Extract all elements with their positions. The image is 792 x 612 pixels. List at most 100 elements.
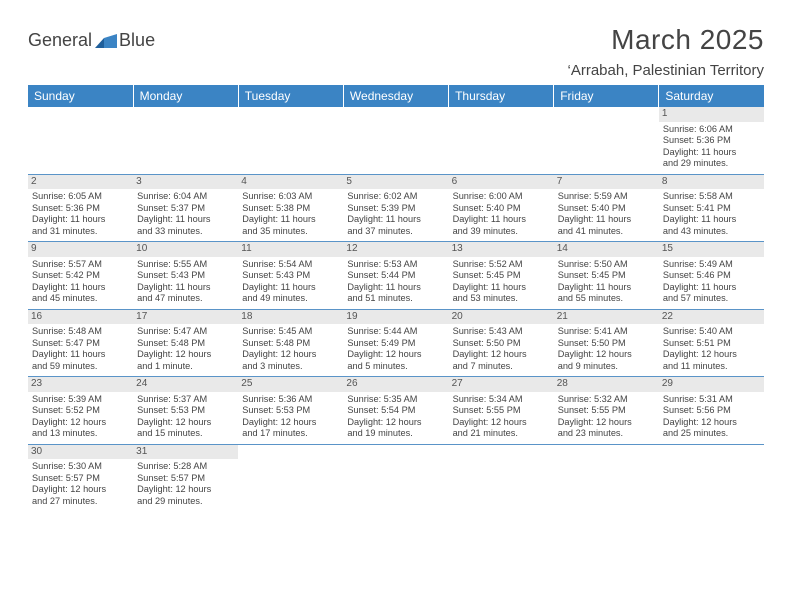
sunrise-text: Sunrise: 5:47 AM (137, 326, 234, 338)
daylight-text: Daylight: 12 hours (242, 349, 339, 361)
calendar-week-row: 2Sunrise: 6:05 AMSunset: 5:36 PMDaylight… (28, 174, 764, 242)
calendar-week-row: 30Sunrise: 5:30 AMSunset: 5:57 PMDayligh… (28, 444, 764, 511)
day-number: 19 (343, 310, 448, 325)
sunrise-text: Sunrise: 5:48 AM (32, 326, 129, 338)
brand-word-2: Blue (119, 30, 155, 51)
sunrise-text: Sunrise: 5:34 AM (453, 394, 550, 406)
calendar-day-cell: 20Sunrise: 5:43 AMSunset: 5:50 PMDayligh… (449, 309, 554, 377)
calendar-day-cell (554, 107, 659, 174)
sunset-text: Sunset: 5:51 PM (663, 338, 760, 350)
calendar-day-cell: 13Sunrise: 5:52 AMSunset: 5:45 PMDayligh… (449, 242, 554, 310)
sunset-text: Sunset: 5:43 PM (242, 270, 339, 282)
sunset-text: Sunset: 5:45 PM (558, 270, 655, 282)
sunrise-text: Sunrise: 5:59 AM (558, 191, 655, 203)
day-number: 22 (659, 310, 764, 325)
daylight-text: Daylight: 12 hours (137, 349, 234, 361)
sunrise-text: Sunrise: 5:45 AM (242, 326, 339, 338)
sunrise-text: Sunrise: 5:39 AM (32, 394, 129, 406)
calendar-day-cell: 2Sunrise: 6:05 AMSunset: 5:36 PMDaylight… (28, 174, 133, 242)
day-number: 23 (28, 377, 133, 392)
day-number: 31 (133, 445, 238, 460)
daylight-text: Daylight: 12 hours (453, 349, 550, 361)
daylight-text: Daylight: 11 hours (347, 282, 444, 294)
sunset-text: Sunset: 5:37 PM (137, 203, 234, 215)
daylight-text: Daylight: 12 hours (137, 484, 234, 496)
sunrise-text: Sunrise: 5:37 AM (137, 394, 234, 406)
calendar-day-cell: 26Sunrise: 5:35 AMSunset: 5:54 PMDayligh… (343, 377, 448, 445)
calendar-day-cell: 24Sunrise: 5:37 AMSunset: 5:53 PMDayligh… (133, 377, 238, 445)
daylight-text: Daylight: 11 hours (347, 214, 444, 226)
day-number: 30 (28, 445, 133, 460)
calendar-day-cell: 9Sunrise: 5:57 AMSunset: 5:42 PMDaylight… (28, 242, 133, 310)
calendar-page: General Blue March 2025 ‘Arrabah, Palest… (0, 0, 792, 521)
sunrise-text: Sunrise: 5:32 AM (558, 394, 655, 406)
calendar-header-row: SundayMondayTuesdayWednesdayThursdayFrid… (28, 85, 764, 107)
day-number: 7 (554, 175, 659, 190)
calendar-day-cell: 7Sunrise: 5:59 AMSunset: 5:40 PMDaylight… (554, 174, 659, 242)
sunset-text: Sunset: 5:41 PM (663, 203, 760, 215)
calendar-day-cell (343, 444, 448, 511)
daylight-text: and 39 minutes. (453, 226, 550, 238)
day-number: 12 (343, 242, 448, 257)
daylight-text: and 53 minutes. (453, 293, 550, 305)
day-number: 6 (449, 175, 554, 190)
calendar-day-cell: 11Sunrise: 5:54 AMSunset: 5:43 PMDayligh… (238, 242, 343, 310)
calendar-day-cell: 10Sunrise: 5:55 AMSunset: 5:43 PMDayligh… (133, 242, 238, 310)
calendar-body: 1Sunrise: 6:06 AMSunset: 5:36 PMDaylight… (28, 107, 764, 511)
daylight-text: Daylight: 12 hours (347, 349, 444, 361)
calendar-week-row: 23Sunrise: 5:39 AMSunset: 5:52 PMDayligh… (28, 377, 764, 445)
brand-word-1: General (28, 30, 92, 51)
day-header: Saturday (659, 85, 764, 107)
calendar-day-cell: 1Sunrise: 6:06 AMSunset: 5:36 PMDaylight… (659, 107, 764, 174)
sunrise-text: Sunrise: 5:28 AM (137, 461, 234, 473)
calendar-day-cell: 21Sunrise: 5:41 AMSunset: 5:50 PMDayligh… (554, 309, 659, 377)
daylight-text: Daylight: 12 hours (137, 417, 234, 429)
daylight-text: and 29 minutes. (137, 496, 234, 508)
daylight-text: Daylight: 11 hours (32, 349, 129, 361)
day-number: 1 (659, 107, 764, 122)
day-number: 27 (449, 377, 554, 392)
day-number: 24 (133, 377, 238, 392)
sunset-text: Sunset: 5:36 PM (663, 135, 760, 147)
sunrise-text: Sunrise: 6:00 AM (453, 191, 550, 203)
daylight-text: Daylight: 11 hours (663, 282, 760, 294)
calendar-day-cell (343, 107, 448, 174)
day-header: Monday (133, 85, 238, 107)
daylight-text: and 23 minutes. (558, 428, 655, 440)
calendar-day-cell: 25Sunrise: 5:36 AMSunset: 5:53 PMDayligh… (238, 377, 343, 445)
calendar-day-cell (449, 444, 554, 511)
calendar-day-cell: 8Sunrise: 5:58 AMSunset: 5:41 PMDaylight… (659, 174, 764, 242)
sunset-text: Sunset: 5:39 PM (347, 203, 444, 215)
sunset-text: Sunset: 5:45 PM (453, 270, 550, 282)
day-number: 4 (238, 175, 343, 190)
day-number: 5 (343, 175, 448, 190)
day-number: 2 (28, 175, 133, 190)
calendar-day-cell: 4Sunrise: 6:03 AMSunset: 5:38 PMDaylight… (238, 174, 343, 242)
day-number: 11 (238, 242, 343, 257)
day-number: 10 (133, 242, 238, 257)
calendar-day-cell: 18Sunrise: 5:45 AMSunset: 5:48 PMDayligh… (238, 309, 343, 377)
calendar-day-cell: 30Sunrise: 5:30 AMSunset: 5:57 PMDayligh… (28, 444, 133, 511)
daylight-text: and 27 minutes. (32, 496, 129, 508)
day-number: 29 (659, 377, 764, 392)
daylight-text: Daylight: 11 hours (453, 282, 550, 294)
sunset-text: Sunset: 5:38 PM (242, 203, 339, 215)
daylight-text: and 57 minutes. (663, 293, 760, 305)
day-number: 21 (554, 310, 659, 325)
calendar-day-cell: 17Sunrise: 5:47 AMSunset: 5:48 PMDayligh… (133, 309, 238, 377)
sunset-text: Sunset: 5:55 PM (453, 405, 550, 417)
sunrise-text: Sunrise: 5:36 AM (242, 394, 339, 406)
sunset-text: Sunset: 5:48 PM (137, 338, 234, 350)
calendar-day-cell (659, 444, 764, 511)
sunrise-text: Sunrise: 5:44 AM (347, 326, 444, 338)
daylight-text: and 51 minutes. (347, 293, 444, 305)
day-number: 25 (238, 377, 343, 392)
sunrise-text: Sunrise: 5:58 AM (663, 191, 760, 203)
daylight-text: and 25 minutes. (663, 428, 760, 440)
calendar-day-cell: 15Sunrise: 5:49 AMSunset: 5:46 PMDayligh… (659, 242, 764, 310)
day-header: Wednesday (343, 85, 448, 107)
location-label: ‘Arrabah, Palestinian Territory (568, 62, 764, 79)
calendar-week-row: 9Sunrise: 5:57 AMSunset: 5:42 PMDaylight… (28, 242, 764, 310)
sunset-text: Sunset: 5:42 PM (32, 270, 129, 282)
sunrise-text: Sunrise: 6:02 AM (347, 191, 444, 203)
